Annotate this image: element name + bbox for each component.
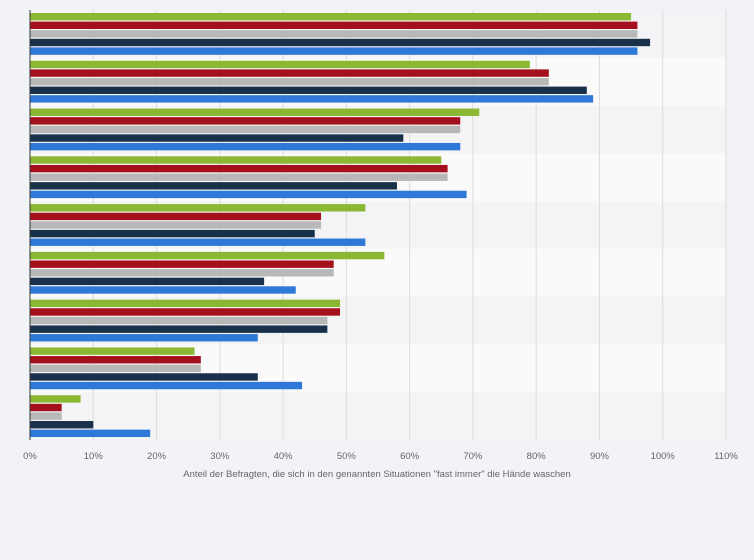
- x-tick-label: 70%: [463, 451, 483, 462]
- x-tick-label: 110%: [714, 451, 738, 462]
- bar: [30, 13, 632, 21]
- bar: [30, 21, 638, 29]
- bar: [30, 77, 549, 86]
- bar: [30, 334, 258, 342]
- bar: [30, 364, 201, 373]
- bar: [30, 69, 549, 77]
- bar: [30, 277, 265, 286]
- x-tick-label: 100%: [651, 451, 676, 462]
- bar: [30, 299, 341, 308]
- bar: [30, 30, 638, 38]
- bar: [30, 238, 366, 246]
- x-tick-label: 30%: [210, 451, 230, 462]
- bar: [30, 156, 442, 164]
- bar: [30, 134, 404, 142]
- bar: [30, 164, 448, 173]
- bar: [30, 95, 594, 103]
- bar: [30, 316, 328, 325]
- bar: [30, 373, 258, 381]
- bar: [30, 260, 334, 268]
- x-tick-label: 60%: [400, 451, 420, 462]
- x-tick-label: 0%: [23, 451, 37, 462]
- x-axis-label: Anteil der Befragten, die sich in den ge…: [183, 469, 571, 480]
- bar: [30, 125, 461, 134]
- x-tick-label: 50%: [337, 451, 357, 462]
- bar: [30, 142, 461, 151]
- bar: [30, 221, 322, 229]
- bar: [30, 429, 151, 438]
- x-tick-label: 10%: [84, 451, 104, 462]
- bar: [30, 412, 62, 420]
- bar: [30, 182, 397, 190]
- bar: [30, 421, 94, 429]
- bar: [30, 381, 303, 390]
- bar: [30, 212, 322, 221]
- bar: [30, 347, 195, 355]
- bar: [30, 269, 334, 277]
- bar: [30, 356, 201, 364]
- x-axis-ticks: 0% 10% 20% 30% 40% 50% 60% 70% 80% 90% 100% 110%: [23, 451, 738, 462]
- bar: [30, 173, 448, 181]
- bar: [30, 325, 328, 333]
- bar: [30, 395, 81, 403]
- x-tick-label: 80%: [527, 451, 547, 462]
- bar: [30, 190, 467, 199]
- bar: [30, 204, 366, 212]
- bar: [30, 403, 62, 412]
- bars: [30, 13, 651, 438]
- bar: [30, 60, 530, 69]
- x-tick-label: 40%: [274, 451, 294, 462]
- x-tick-label: 20%: [147, 451, 167, 462]
- bar: [30, 229, 315, 238]
- bar: [30, 86, 587, 94]
- bar: [30, 308, 341, 316]
- x-tick-label: 90%: [590, 451, 610, 462]
- bar: [30, 117, 461, 125]
- bar: [30, 251, 385, 260]
- bar: [30, 286, 296, 294]
- bar: [30, 47, 638, 55]
- bar: [30, 38, 651, 47]
- bar: [30, 108, 480, 116]
